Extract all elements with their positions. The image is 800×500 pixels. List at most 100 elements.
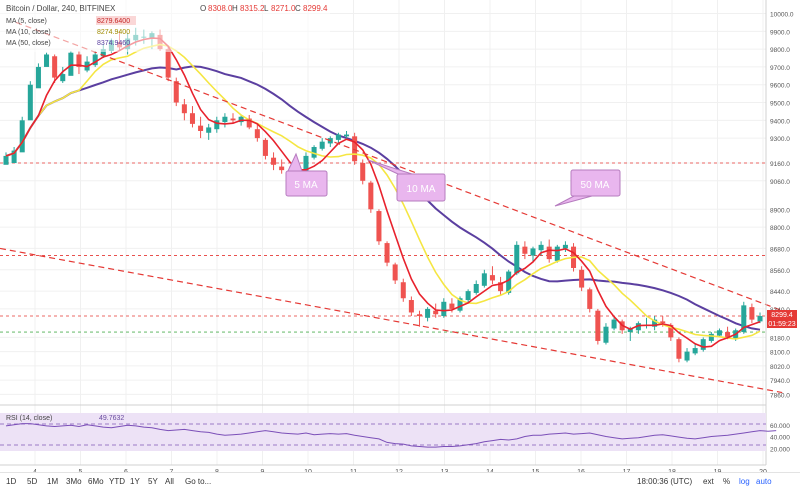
candle-body <box>254 129 260 139</box>
candle-body <box>635 323 641 331</box>
last-price-text: 8299.4 <box>771 312 793 319</box>
range-button[interactable]: 3Mo <box>66 477 82 486</box>
range-button[interactable]: 5Y <box>148 477 158 486</box>
candle-body <box>449 303 455 309</box>
candle-body <box>457 298 463 311</box>
candle-body <box>684 351 690 361</box>
candle-body <box>206 127 212 133</box>
y-tick-label: 8020.0 <box>770 364 790 371</box>
candle-body <box>35 66 41 89</box>
candle-body <box>757 316 763 322</box>
ma50-series <box>5 65 761 331</box>
candle-body <box>716 330 722 336</box>
candle-body <box>222 116 228 123</box>
candle-body <box>433 310 439 315</box>
ohlc-o-label: O <box>200 4 206 13</box>
ma10-callout: 10 MA <box>367 159 446 202</box>
candle-body <box>522 246 528 254</box>
candle-body <box>562 244 568 249</box>
ohlc-h-label: H <box>232 4 238 13</box>
y-tick-label: 7860.0 <box>770 392 790 399</box>
candle-body <box>189 113 195 124</box>
candle-body <box>627 328 633 333</box>
log-toggle[interactable]: log <box>739 477 750 486</box>
candle-body <box>246 118 252 128</box>
candle-body <box>700 339 706 350</box>
y-tick-label: 9400.0 <box>770 118 790 125</box>
trendline <box>0 247 783 394</box>
range-button[interactable]: Go to... <box>185 477 212 486</box>
ma50-line <box>5 65 761 331</box>
candle-body <box>352 136 358 162</box>
candle-body <box>319 141 325 149</box>
candle-body <box>595 310 601 341</box>
ma5-legend-label: MA (5, close) <box>6 18 47 25</box>
ohlc-c-value: 8299.4 <box>303 4 328 13</box>
auto-toggle[interactable]: auto <box>756 477 772 486</box>
y-tick-label: 9500.0 <box>770 101 790 108</box>
y-tick-label: 8100.0 <box>770 350 790 357</box>
range-button[interactable]: YTD <box>109 477 125 486</box>
ma5-callout: 5 MA <box>285 152 328 197</box>
candle-body <box>392 264 398 281</box>
candle-body <box>652 319 658 327</box>
range-button[interactable]: 1Y <box>130 477 140 486</box>
countdown-badge <box>767 319 797 328</box>
y-tick-label: 8900.0 <box>770 207 790 214</box>
rsi-line <box>5 423 777 448</box>
y-tick-label: 9300.0 <box>770 136 790 143</box>
ma10-legend-label: MA (10, close) <box>6 29 51 36</box>
candle-body <box>708 333 714 341</box>
candle-body <box>538 244 544 251</box>
range-button[interactable]: 6Mo <box>88 477 104 486</box>
ohlc-l-value: 8271.0 <box>271 4 296 13</box>
candle-body <box>546 246 552 260</box>
candle-body <box>554 246 560 261</box>
candle-body <box>271 157 277 165</box>
candle-body <box>749 307 755 320</box>
y-tick-label: 9600.0 <box>770 83 790 90</box>
candle-body <box>27 84 33 121</box>
candle-body <box>587 289 593 309</box>
ext-toggle[interactable]: ext <box>703 477 714 486</box>
candle-body <box>100 49 106 57</box>
trendlines <box>0 21 783 394</box>
candle-body <box>514 244 520 274</box>
rsi-legend-value: 49.7632 <box>99 415 124 422</box>
candle-body <box>579 269 585 288</box>
range-button[interactable]: All <box>165 477 174 486</box>
y-tick-label: 9700.0 <box>770 65 790 72</box>
candle-body <box>11 150 17 164</box>
candle-body <box>311 147 317 158</box>
ohlc-o-value: 8308.0 <box>208 4 233 13</box>
candle-body <box>68 52 74 76</box>
range-button[interactable]: 1D <box>6 477 17 486</box>
candle-body <box>165 49 171 78</box>
candle-body <box>76 54 82 67</box>
candle-body <box>498 282 504 292</box>
rsi-legend-label: RSI (14, close) <box>6 415 52 422</box>
candle-body <box>44 54 50 67</box>
y-tick-label: 9800.0 <box>770 47 790 54</box>
candle-body <box>181 104 187 114</box>
candle-body <box>368 182 374 210</box>
ma50-callout: 50 MA <box>554 169 621 207</box>
candle-body <box>400 282 406 299</box>
candle-body <box>214 120 220 130</box>
ma5-callout-text: 5 MA <box>294 180 318 191</box>
rsi-tick-label: 60.000 <box>770 423 790 430</box>
candle-body <box>173 81 179 103</box>
candle-body <box>660 321 666 324</box>
candle-body <box>335 134 341 140</box>
range-button[interactable]: 5D <box>27 477 38 486</box>
symbol-title: Bitcoin / Dollar, 240, BITFINEX <box>6 4 116 13</box>
y-tick-label: 8440.0 <box>770 289 790 296</box>
candle-body <box>303 155 309 180</box>
percent-toggle[interactable]: % <box>723 477 731 486</box>
candle-body <box>668 324 674 338</box>
candle-body <box>473 284 479 293</box>
rsi-pane[interactable]: 60.000 40.000 20.000 <box>0 413 790 453</box>
range-button[interactable]: 1M <box>47 477 59 486</box>
price-axis[interactable]: 10000.0 9900.0 9800.0 9700.0 9600.0 9500.0 940… <box>765 0 797 465</box>
